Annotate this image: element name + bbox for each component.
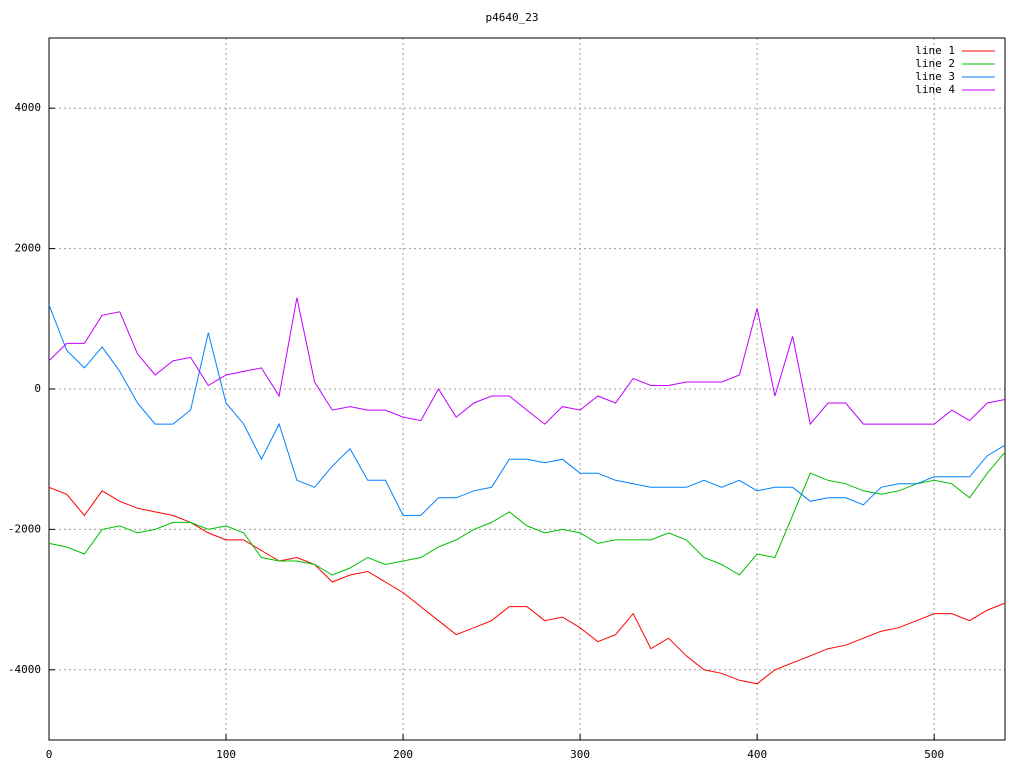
y-tick-label: -2000 bbox=[8, 522, 41, 535]
x-tick-label: 400 bbox=[747, 748, 767, 761]
legend-label: line 2 bbox=[915, 57, 955, 70]
x-tick-label: 300 bbox=[570, 748, 590, 761]
data-line bbox=[48, 451, 1006, 576]
y-tick-label: 2000 bbox=[15, 242, 42, 255]
data-line bbox=[48, 304, 1006, 516]
plot-border bbox=[48, 37, 1006, 741]
chart-title: p4640_23 bbox=[486, 11, 539, 24]
x-tick-label: 100 bbox=[216, 748, 236, 761]
data-line bbox=[48, 486, 1006, 685]
y-tick-label: 0 bbox=[34, 382, 41, 395]
x-tick-label: 0 bbox=[46, 748, 53, 761]
legend-label: line 3 bbox=[915, 70, 955, 83]
legend-label: line 4 bbox=[915, 83, 955, 96]
data-line bbox=[48, 297, 1006, 426]
x-tick-label: 500 bbox=[924, 748, 944, 761]
y-tick-label: -4000 bbox=[8, 663, 41, 676]
x-tick-label: 200 bbox=[393, 748, 413, 761]
y-tick-label: 4000 bbox=[15, 101, 42, 114]
legend-label: line 1 bbox=[915, 44, 955, 57]
